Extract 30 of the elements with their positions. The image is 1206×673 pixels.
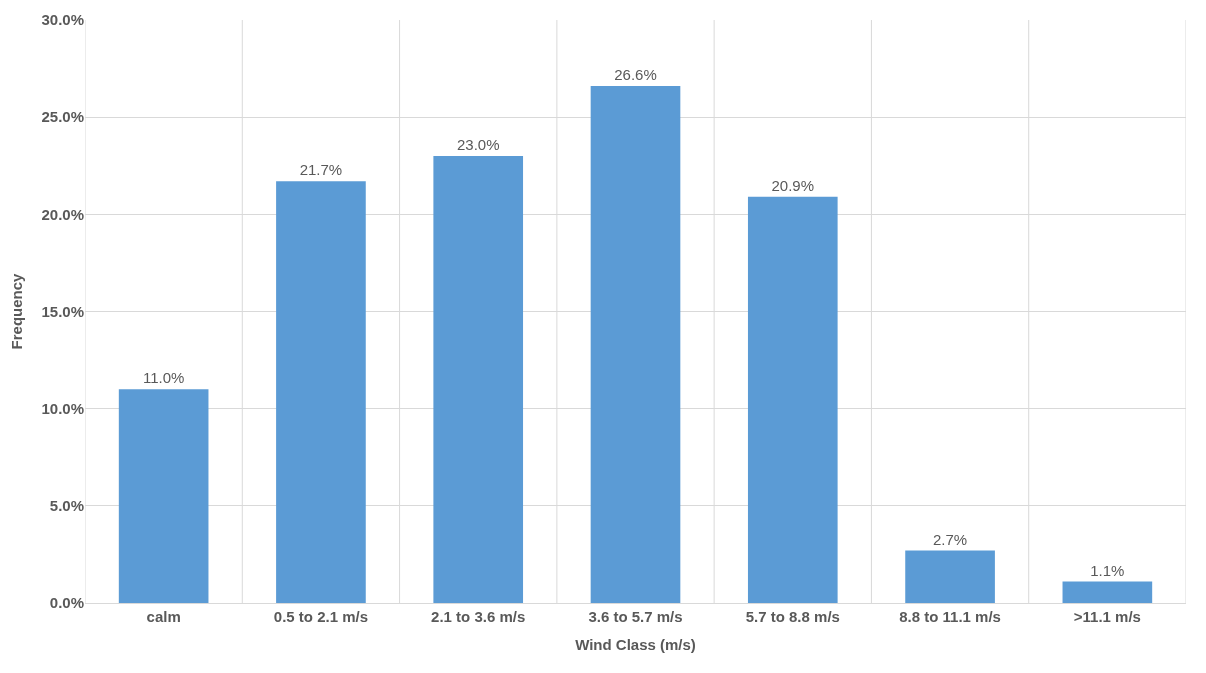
y-tick-label: 25.0%	[41, 108, 84, 126]
x-tick-label: 2.1 to 3.6 m/s	[431, 608, 526, 625]
x-tick-label: 3.6 to 5.7 m/s	[588, 608, 683, 625]
bar	[590, 86, 681, 603]
data-label: 2.7%	[932, 530, 968, 548]
y-tick-label: 0.0%	[49, 594, 84, 612]
data-label: 20.9%	[771, 176, 815, 194]
bar	[747, 196, 838, 603]
x-tick-label: calm	[146, 608, 181, 625]
y-axis-title: Frequency	[7, 272, 25, 350]
data-label: 11.0%	[142, 369, 185, 387]
y-tick-label: 30.0%	[41, 11, 84, 29]
bar	[118, 389, 209, 603]
bar	[433, 156, 524, 603]
bar	[276, 181, 366, 603]
y-tick-label: 10.0%	[41, 399, 84, 417]
bar	[1062, 581, 1153, 603]
bar	[905, 550, 995, 603]
data-label: 21.7%	[299, 161, 343, 179]
y-tick-label: 20.0%	[41, 205, 84, 223]
x-tick-label: 8.8 to 11.1 m/s	[899, 608, 1001, 625]
y-tick-label: 5.0%	[49, 497, 84, 515]
x-tick-label: >11.1 m/s	[1073, 608, 1141, 625]
x-axis-title: Wind Class (m/s)	[575, 636, 696, 653]
x-tick-label: 0.5 to 2.1 m/s	[273, 608, 369, 625]
data-label: 23.0%	[456, 136, 500, 154]
data-label: 1.1%	[1090, 561, 1125, 579]
y-tick-label: 15.0%	[41, 302, 84, 320]
x-tick-label: 5.7 to 8.8 m/s	[745, 608, 840, 625]
data-label: 26.6%	[614, 66, 657, 84]
